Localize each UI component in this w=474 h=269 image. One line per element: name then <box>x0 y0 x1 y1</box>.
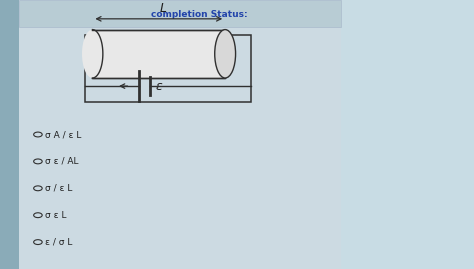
Text: σ ε / AL: σ ε / AL <box>45 157 79 166</box>
Bar <box>85 35 251 102</box>
Text: L: L <box>160 2 167 15</box>
Text: completion Status:: completion Status: <box>151 10 247 19</box>
Text: 1: 1 <box>121 71 126 80</box>
Ellipse shape <box>82 30 103 78</box>
Text: ε / σ L: ε / σ L <box>45 238 73 247</box>
Bar <box>19 0 341 27</box>
Text: $\varepsilon$: $\varepsilon$ <box>155 80 163 93</box>
Bar <box>92 30 225 78</box>
Ellipse shape <box>215 30 236 78</box>
Text: σ ε L: σ ε L <box>45 211 66 220</box>
Bar <box>0 0 19 269</box>
Text: σ / ε L: σ / ε L <box>45 184 73 193</box>
Bar <box>0 0 341 269</box>
Text: σ A / ε L: σ A / ε L <box>45 130 82 139</box>
